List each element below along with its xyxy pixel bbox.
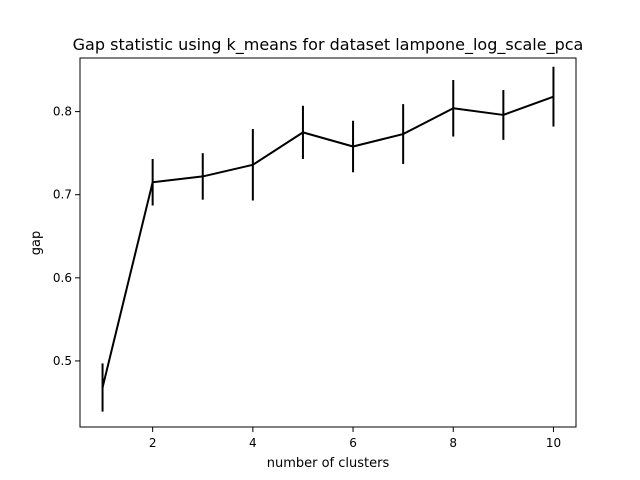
chart-title: Gap statistic using k_means for dataset … [73, 35, 584, 55]
x-axis-label: number of clusters [267, 456, 390, 471]
y-tick-label: 0.8 [53, 105, 72, 119]
y-tick-label: 0.5 [53, 354, 72, 368]
x-tick-label: 2 [149, 436, 157, 450]
x-tick-label: 10 [546, 436, 561, 450]
axes-frame [79, 57, 577, 428]
x-tick-label: 4 [249, 436, 257, 450]
y-tick-label: 0.6 [53, 271, 72, 285]
y-tick-label: 0.7 [53, 188, 72, 202]
y-axis-label: gap [29, 231, 44, 255]
y-axis-ticks: 0.5 0.6 0.7 0.8 [53, 105, 80, 368]
series-line [101, 95, 554, 388]
x-axis-ticks: 2 4 6 8 10 [149, 427, 561, 450]
x-tick-label: 6 [349, 436, 357, 450]
x-tick-label: 8 [449, 436, 457, 450]
plot-area [101, 66, 555, 412]
